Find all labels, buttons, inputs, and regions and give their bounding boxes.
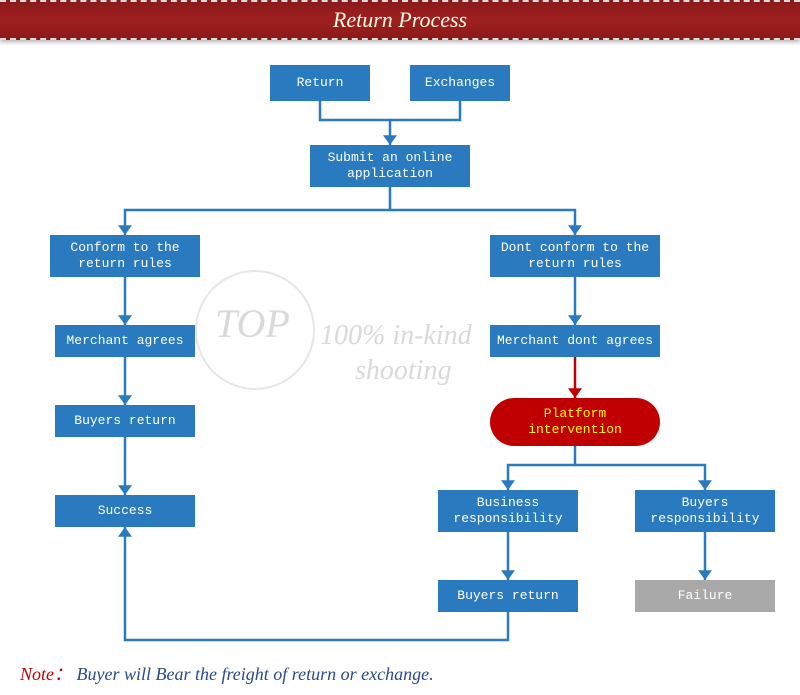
note-label: Note： — [20, 664, 72, 684]
node-dontconform: Dont conform to the return rules — [490, 235, 660, 277]
node-business_resp: Business responsibility — [438, 490, 578, 532]
node-buyers_return_r: Buyers return — [438, 580, 578, 612]
node-merchant_dont: Merchant dont agrees — [490, 325, 660, 357]
node-conform: Conform to the return rules — [50, 235, 200, 277]
node-platform: Platform intervention — [490, 398, 660, 446]
node-submit: Submit an online application — [310, 145, 470, 187]
node-success: Success — [55, 495, 195, 527]
node-buyers_return_l: Buyers return — [55, 405, 195, 437]
title-text: Return Process — [333, 7, 467, 33]
note-text: Buyer will Bear the freight of return or… — [77, 664, 434, 684]
node-exchanges: Exchanges — [410, 65, 510, 101]
watermark-line1: 100% in-kind — [320, 320, 472, 352]
watermark-circle — [195, 270, 315, 390]
footer-note: Note： Buyer will Bear the freight of ret… — [20, 660, 434, 686]
node-failure: Failure — [635, 580, 775, 612]
title-banner: Return Process — [0, 0, 800, 40]
flowchart-canvas: TOP 100% in-kind shooting Note： Buyer wi… — [0, 40, 800, 695]
node-buyers_resp: Buyers responsibility — [635, 490, 775, 532]
watermark-top-text: TOP — [215, 300, 290, 347]
node-return: Return — [270, 65, 370, 101]
watermark-line2: shooting — [355, 355, 451, 387]
node-merchant_agrees: Merchant agrees — [55, 325, 195, 357]
